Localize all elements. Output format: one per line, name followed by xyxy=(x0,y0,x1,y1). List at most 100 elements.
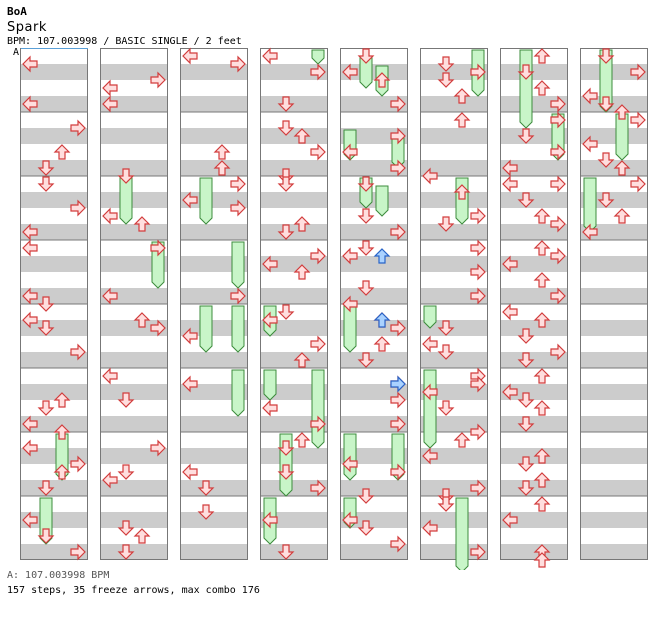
beat-stripe xyxy=(20,224,88,240)
step-arrow xyxy=(502,255,518,273)
step-arrow xyxy=(117,520,135,536)
step-arrow xyxy=(37,528,55,544)
step-arrow xyxy=(517,192,535,208)
beat-stripe xyxy=(180,64,248,80)
step-arrow xyxy=(102,207,118,225)
step-arrow xyxy=(22,439,38,457)
beat-stripe xyxy=(500,256,568,272)
step-arrow xyxy=(262,255,278,273)
beat-stripe xyxy=(180,544,248,560)
song-title: Spark xyxy=(7,20,47,35)
beat-stripe xyxy=(20,64,88,80)
chart-column xyxy=(580,48,648,560)
step-arrow xyxy=(533,240,551,256)
step-arrow xyxy=(277,224,295,240)
beat-stripe xyxy=(500,224,568,240)
beat-stripe xyxy=(100,384,168,400)
beat-stripe xyxy=(500,448,568,464)
beat-stripe xyxy=(420,352,488,368)
beat-stripe xyxy=(580,128,648,144)
chart-column xyxy=(420,48,488,560)
beat-stripe xyxy=(580,256,648,272)
step-arrow xyxy=(182,47,198,65)
beat-stripe xyxy=(420,224,488,240)
step-arrow xyxy=(133,216,151,232)
beat-stripe xyxy=(180,128,248,144)
beat-stripe xyxy=(340,288,408,304)
step-arrow xyxy=(230,175,246,193)
step-arrow xyxy=(613,208,631,224)
step-arrow xyxy=(517,480,535,496)
step-arrow xyxy=(550,111,566,129)
step-arrow xyxy=(22,55,38,73)
beat-stripe xyxy=(420,416,488,432)
step-arrow xyxy=(150,439,166,457)
step-arrow xyxy=(390,223,406,241)
step-arrow xyxy=(582,135,598,153)
step-arrow xyxy=(117,544,135,560)
beat-stripe xyxy=(180,192,248,208)
step-arrow xyxy=(37,160,55,176)
beat-stripe xyxy=(580,384,648,400)
beat-stripe xyxy=(180,256,248,272)
step-arrow xyxy=(390,319,406,337)
step-arrow xyxy=(277,544,295,560)
step-arrow xyxy=(437,344,455,360)
beat-stripe xyxy=(100,192,168,208)
step-arrow xyxy=(533,272,551,288)
beat-stripe xyxy=(260,512,328,528)
beat-stripe xyxy=(100,416,168,432)
beat-stripe xyxy=(20,448,88,464)
step-arrow xyxy=(502,383,518,401)
step-arrow xyxy=(37,320,55,336)
beat-stripe xyxy=(260,320,328,336)
step-arrow xyxy=(262,399,278,417)
beat-stripe xyxy=(420,544,488,560)
step-arrow xyxy=(373,336,391,352)
step-arrow xyxy=(150,239,166,257)
step-arrow xyxy=(613,104,631,120)
freeze-arrow xyxy=(199,305,213,353)
step-arrow xyxy=(310,143,326,161)
beat-stripe xyxy=(180,416,248,432)
step-arrow xyxy=(310,247,326,265)
beat-stripe xyxy=(100,224,168,240)
step-arrow xyxy=(213,160,231,176)
beat-stripe xyxy=(580,192,648,208)
step-arrow xyxy=(230,287,246,305)
beat-stripe xyxy=(340,480,408,496)
step-arrow xyxy=(53,392,71,408)
beat-stripe xyxy=(100,96,168,112)
step-arrow xyxy=(630,175,646,193)
step-arrow xyxy=(453,184,471,200)
step-arrow xyxy=(310,335,326,353)
freeze-arrow xyxy=(231,369,245,417)
beat-stripe xyxy=(180,96,248,112)
beat-stripe xyxy=(260,352,328,368)
step-arrow xyxy=(342,247,358,265)
step-arrow xyxy=(213,144,231,160)
step-arrow xyxy=(470,479,486,497)
freeze-arrow xyxy=(263,369,277,401)
freeze-arrow xyxy=(615,113,629,161)
step-arrow xyxy=(342,511,358,529)
beat-stripe xyxy=(340,512,408,528)
column-border xyxy=(340,48,408,560)
beat-stripe xyxy=(420,160,488,176)
beat-stripe xyxy=(340,192,408,208)
beat-stripe xyxy=(420,64,488,80)
beat-stripe xyxy=(180,480,248,496)
step-arrow xyxy=(277,120,295,136)
beat-stripe xyxy=(500,384,568,400)
beat-stripe xyxy=(580,320,648,336)
beat-stripe xyxy=(260,224,328,240)
step-arrow xyxy=(102,471,118,489)
step-arrow xyxy=(502,303,518,321)
bpm-marker-line xyxy=(21,48,88,49)
beat-stripe xyxy=(500,544,568,560)
step-arrow xyxy=(37,296,55,312)
step-arrow xyxy=(357,208,375,224)
beat-stripe xyxy=(580,64,648,80)
step-arrow xyxy=(277,304,295,320)
step-arrow xyxy=(437,400,455,416)
